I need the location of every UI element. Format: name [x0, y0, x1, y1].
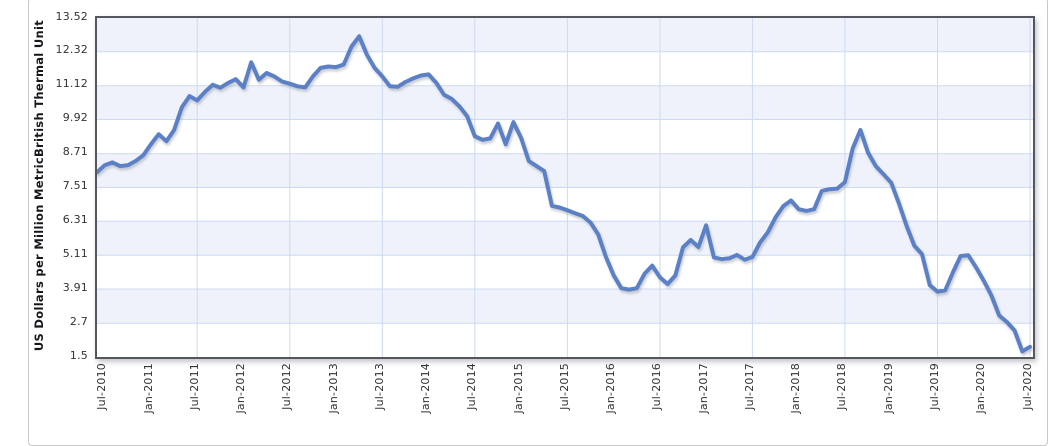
grid-stripe [97, 289, 1033, 324]
y-tick-label: 13.52 [55, 9, 88, 23]
y-tick-label: 7.51 [62, 179, 88, 192]
x-tick-label: Jul-2016 [650, 363, 664, 410]
y-tick-label: 11.12 [55, 77, 88, 91]
plot-area [95, 16, 1035, 359]
x-tick-label: Jul-2020 [1020, 363, 1034, 410]
y-tick-label: 5.11 [62, 246, 88, 260]
x-tick-label: Jan-2019 [881, 363, 895, 414]
y-tick-label: 3.91 [62, 280, 88, 294]
y-tick-label: 8.71 [62, 145, 88, 159]
x-tick-label: Jan-2017 [696, 363, 710, 414]
x-tick-label: Jul-2015 [557, 363, 571, 410]
y-tick-label: 6.31 [62, 212, 88, 226]
x-tick-label: Jan-2011 [141, 363, 155, 414]
x-tick-label: Jan-2020 [974, 363, 988, 414]
y-tick-label: 12.32 [55, 43, 88, 57]
y-tick-label: 9.92 [62, 111, 88, 124]
x-tick-label: Jul-2010 [95, 363, 109, 410]
x-tick-label: Jul-2013 [372, 363, 386, 410]
price-line [97, 34, 1032, 354]
x-tick-label: Jul-2011 [187, 363, 201, 410]
y-tick-label: 1.5 [69, 348, 88, 362]
x-tick-label: Jul-2014 [465, 363, 479, 410]
x-tick-label: Jan-2014 [419, 363, 433, 414]
x-tick-label: Jan-2016 [604, 363, 618, 414]
x-tick-label: Jul-2012 [280, 363, 294, 410]
price-line-chart [97, 18, 1033, 357]
x-tick-label: Jan-2012 [234, 363, 247, 414]
x-tick-label: Jan-2013 [326, 363, 340, 414]
y-tick-label: 2.7 [69, 314, 88, 328]
grid-stripe [97, 18, 1033, 52]
grid-stripe [97, 153, 1033, 188]
x-tick-label: Jan-2018 [789, 363, 803, 414]
grid-stripe [97, 221, 1033, 256]
x-tick-label: Jan-2015 [511, 363, 525, 414]
grid-stripe [97, 85, 1033, 120]
x-tick-label: Jul-2017 [742, 363, 756, 410]
x-tick-label: Jul-2018 [835, 363, 849, 410]
x-tick-label: Jul-2019 [928, 363, 941, 410]
